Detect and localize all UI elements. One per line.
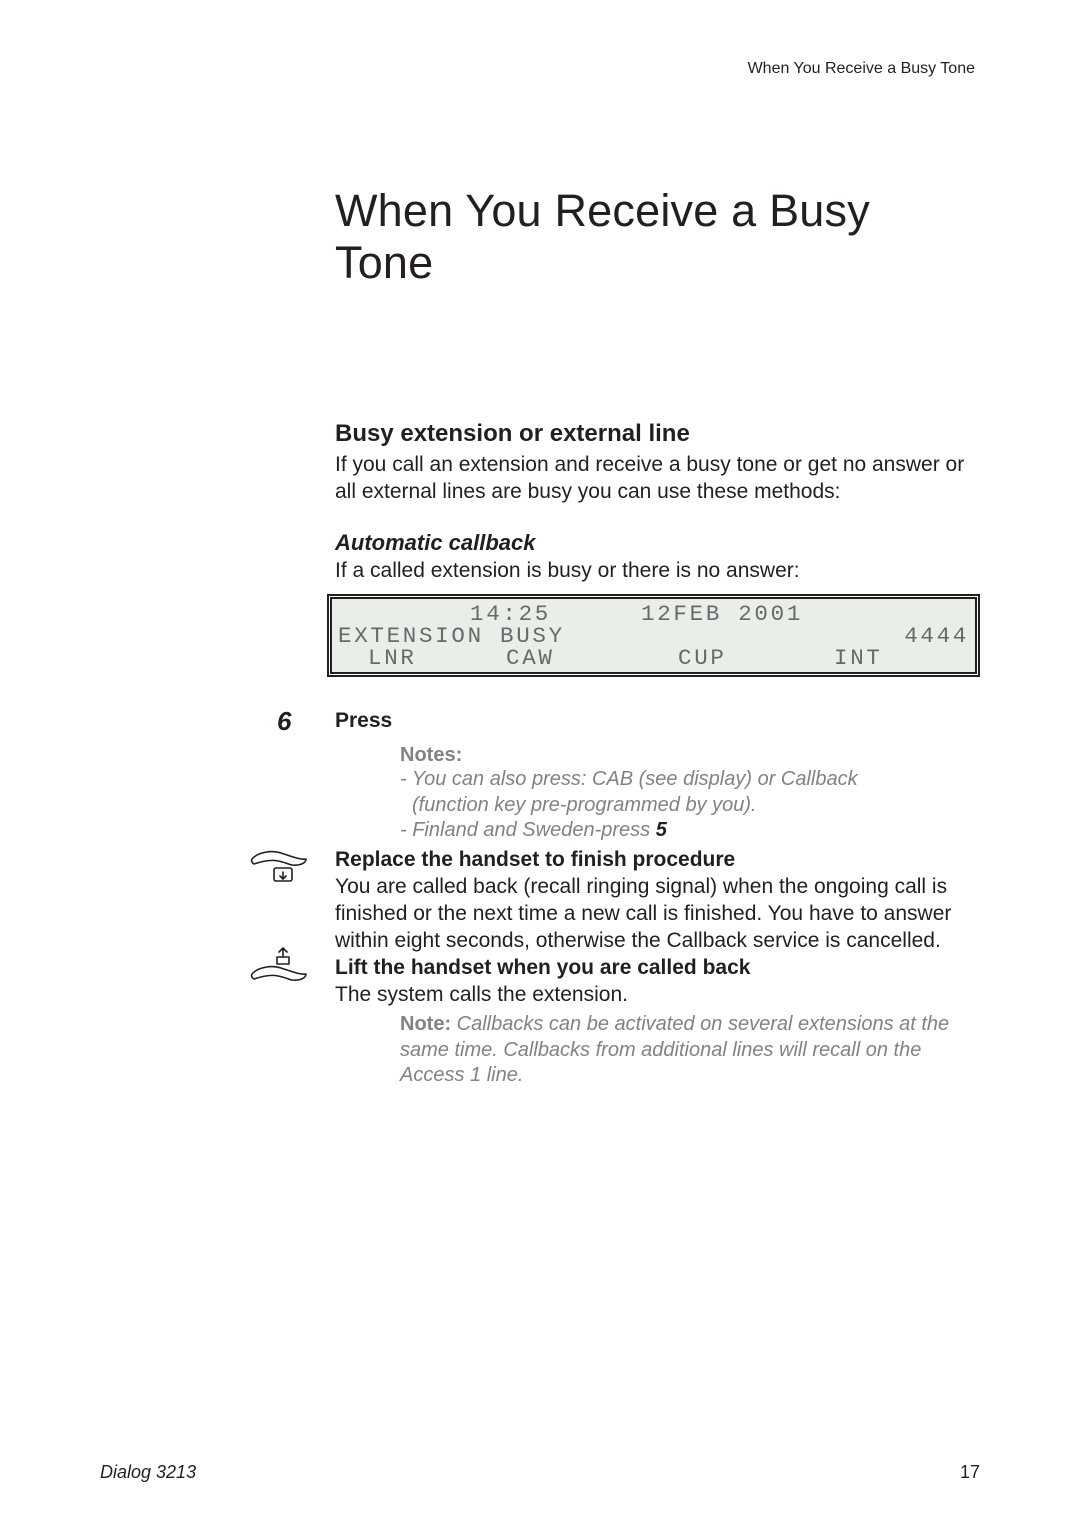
keypad-digit-inline: 5 bbox=[656, 819, 667, 841]
step-body: The system calls the extension. bbox=[335, 982, 975, 1009]
softkey-cup: CUP bbox=[678, 647, 834, 670]
press-label: Press bbox=[335, 709, 392, 733]
step-body: You are called back (recall ringing sign… bbox=[335, 874, 975, 955]
notes-heading: Notes: bbox=[400, 744, 975, 767]
subsection-intro: If a called extension is busy or there i… bbox=[335, 558, 975, 585]
display-row-1: 14:25 12FEB 2001 bbox=[338, 603, 969, 625]
notes-line-1: - You can also press: CAB (see display) … bbox=[400, 767, 975, 793]
display-date: 12FEB 2001 bbox=[641, 603, 803, 626]
softkey-int: INT bbox=[834, 647, 883, 670]
step-lift-handset: Lift the handset when you are called bac… bbox=[335, 956, 975, 1009]
page-title: When You Receive a Busy Tone bbox=[335, 185, 980, 289]
keypad-digit: 6 bbox=[277, 706, 291, 737]
display-row-3: LNR CAW CUP INT bbox=[338, 647, 969, 669]
notes-line-2: (function key pre-programmed by you). bbox=[400, 793, 975, 819]
handset-down-icon bbox=[248, 846, 310, 890]
step-title: Replace the handset to finish procedure bbox=[335, 848, 975, 872]
section-heading: Busy extension or external line bbox=[335, 420, 975, 448]
step-replace-handset: Replace the handset to finish procedure … bbox=[335, 848, 975, 955]
notes-line-3-text: - Finland and Sweden-press bbox=[400, 819, 656, 841]
page-footer: Dialog 3213 17 bbox=[100, 1462, 980, 1483]
display-status: EXTENSION BUSY bbox=[338, 625, 565, 648]
phone-display: 14:25 12FEB 2001 EXTENSION BUSY 4444 LNR… bbox=[327, 594, 980, 677]
footer-model: Dialog 3213 bbox=[100, 1462, 196, 1483]
display-row-2: EXTENSION BUSY 4444 bbox=[338, 625, 969, 647]
footnote-lead: Note: bbox=[400, 1013, 457, 1035]
softkey-lnr: LNR bbox=[368, 647, 506, 670]
softkey-caw: CAW bbox=[506, 647, 678, 670]
footnote-body: Callbacks can be activated on several ex… bbox=[400, 1013, 949, 1086]
handset-up-icon bbox=[248, 944, 310, 988]
section-intro: If you call an extension and receive a b… bbox=[335, 452, 975, 506]
notes-block: Notes: - You can also press: CAB (see di… bbox=[400, 744, 975, 844]
subsection-heading: Automatic callback bbox=[335, 530, 975, 556]
notes-line-3: - Finland and Sweden-press 5 bbox=[400, 818, 975, 844]
display-number: 4444 bbox=[904, 625, 969, 648]
step-title: Lift the handset when you are called bac… bbox=[335, 956, 975, 980]
phone-display-screen: 14:25 12FEB 2001 EXTENSION BUSY 4444 LNR… bbox=[330, 597, 977, 674]
page: When You Receive a Busy Tone When You Re… bbox=[0, 0, 1080, 1533]
footnote-block: Note: Callbacks can be activated on seve… bbox=[400, 1012, 975, 1089]
section-busy-extension: Busy extension or external line If you c… bbox=[335, 420, 975, 506]
running-head: When You Receive a Busy Tone bbox=[748, 60, 975, 78]
footer-page-number: 17 bbox=[960, 1462, 980, 1483]
subsection-automatic-callback: Automatic callback If a called extension… bbox=[335, 530, 975, 585]
display-time: 14:25 bbox=[470, 603, 551, 626]
